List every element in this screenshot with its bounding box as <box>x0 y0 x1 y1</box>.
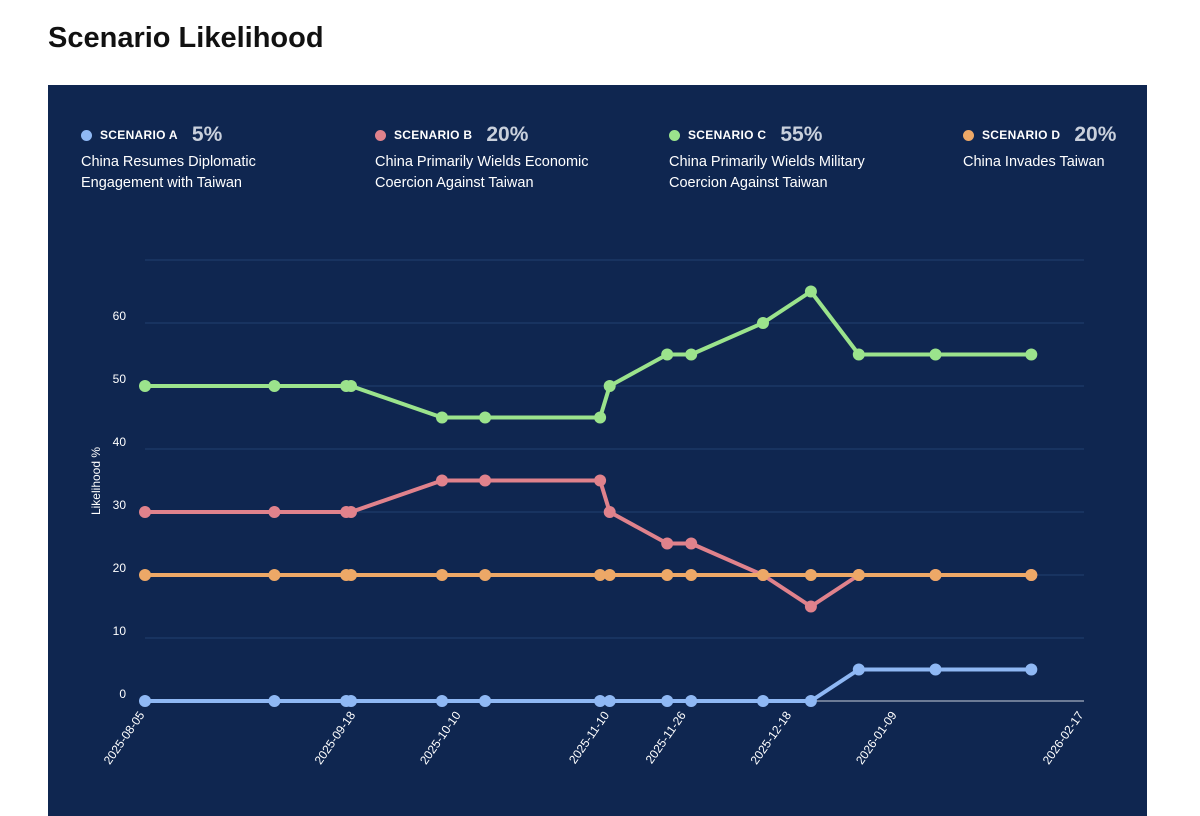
scenario-b-point[interactable] <box>661 537 674 550</box>
x-tick-label: 2025-10-10 <box>417 708 464 767</box>
scenario-d-percent: 20% <box>1074 123 1117 146</box>
scenario-b-point[interactable] <box>804 600 817 613</box>
y-axis-title: Likelihood % <box>89 447 103 515</box>
scenario-c-dot <box>669 129 680 141</box>
x-tick-label: 2026-01-09 <box>853 708 900 767</box>
y-tick-label: 10 <box>113 624 127 638</box>
scenario-legend: SCENARIO A 5% China Resumes Diplomatic E… <box>48 85 1147 255</box>
scenario-a-point[interactable] <box>852 663 865 676</box>
scenario-d-point[interactable] <box>268 569 281 581</box>
scenario-c-point[interactable] <box>594 411 607 424</box>
scenario-a-point[interactable] <box>1025 663 1038 676</box>
y-tick-label: 0 <box>119 687 126 701</box>
scenario-d-point[interactable] <box>594 569 607 581</box>
scenario-d-point[interactable] <box>479 569 492 581</box>
scenario-a-point[interactable] <box>685 695 698 707</box>
x-tick-label: 2026-02-17 <box>1040 708 1087 767</box>
scenario-d-description: China Invades Taiwan <box>963 154 1105 170</box>
scenario-b-point[interactable] <box>685 537 698 550</box>
scenario-d-point[interactable] <box>603 569 616 581</box>
y-tick-label: 60 <box>113 309 127 323</box>
scenario-c-point[interactable] <box>757 317 769 329</box>
scenario-c-code: SCENARIO C <box>688 128 767 142</box>
page-title: Scenario Likelihood <box>48 22 324 54</box>
scenario-c-point[interactable] <box>804 285 817 298</box>
series-layer <box>139 285 1038 707</box>
y-tick-label: 30 <box>113 498 127 512</box>
scenario-c-point[interactable] <box>603 380 616 392</box>
scenario-c-point[interactable] <box>1025 348 1038 361</box>
scenario-a-point[interactable] <box>603 695 616 707</box>
scenario-d-point[interactable] <box>139 569 151 581</box>
scenario-d-point[interactable] <box>929 569 942 581</box>
scenario-c-point[interactable] <box>436 411 448 424</box>
scenario-c-point[interactable] <box>661 348 674 361</box>
scenario-b-point[interactable] <box>268 506 281 518</box>
scenario-a-code: SCENARIO A <box>100 128 178 142</box>
scenario-a-point[interactable] <box>594 695 607 707</box>
scenario-c-point[interactable] <box>345 380 357 392</box>
x-tick-label: 2025-11-26 <box>643 708 689 766</box>
scenario-b-dot <box>375 129 386 141</box>
scenario-d-point[interactable] <box>685 569 698 581</box>
y-tick-label: 20 <box>113 561 127 575</box>
scenario-a-point[interactable] <box>436 695 448 707</box>
scenario-c-point[interactable] <box>479 411 492 424</box>
scenario-a-description: China Resumes Diplomatic Engagement with… <box>81 154 256 191</box>
scenario-b-code: SCENARIO B <box>394 128 473 142</box>
scenario-c-point[interactable] <box>685 348 698 361</box>
scenario-b-point[interactable] <box>479 474 492 487</box>
scenario-c-point[interactable] <box>268 380 281 392</box>
scenario-c-point[interactable] <box>139 380 151 392</box>
scenario-d-point[interactable] <box>804 569 817 581</box>
x-tick-label: 2025-12-18 <box>748 708 795 767</box>
scenario-a-point[interactable] <box>345 695 357 707</box>
y-tick-label: 50 <box>113 372 127 386</box>
x-tick-label: 2025-08-05 <box>101 708 148 767</box>
scenario-c-description: China Primarily Wields Military Coercion… <box>669 154 865 191</box>
scenario-a-point[interactable] <box>268 695 281 707</box>
scenario-c-point[interactable] <box>852 348 865 361</box>
scenario-d-point[interactable] <box>852 569 865 581</box>
scenario-b-point[interactable] <box>603 506 616 518</box>
scenario-b-point[interactable] <box>139 506 151 518</box>
scenario-b-point[interactable] <box>345 506 357 518</box>
scenario-a-percent: 5% <box>191 123 223 146</box>
scenario-d-code: SCENARIO D <box>982 128 1061 142</box>
legend-item-scenario-b[interactable]: SCENARIO B 20% China Primarily Wields Ec… <box>375 121 655 194</box>
axis-layer: 0 10 20 30 40 50 60 2025-08-05 2025-09-18 2025-10… <box>101 309 1087 767</box>
legend-item-scenario-c[interactable]: SCENARIO C 55% China Primarily Wields Mi… <box>669 121 949 194</box>
scenario-d-point[interactable] <box>345 569 357 581</box>
scenario-a-point[interactable] <box>139 695 151 707</box>
x-tick-label: 2025-11-10 <box>566 708 612 766</box>
scenario-a-point[interactable] <box>661 695 674 707</box>
scenario-d-point[interactable] <box>757 569 769 581</box>
scenario-b-line <box>143 478 1034 609</box>
scenario-a-point[interactable] <box>929 663 942 676</box>
chart-panel: SCENARIO A 5% China Resumes Diplomatic E… <box>48 85 1147 816</box>
x-tick-label: 2025-09-18 <box>312 708 359 767</box>
y-tick-label: 40 <box>113 435 127 449</box>
scenario-d-point[interactable] <box>1025 569 1038 581</box>
grid-layer <box>145 259 1084 702</box>
scenario-b-description: China Primarily Wields Economic Coercion… <box>375 154 589 191</box>
scenario-a-dot <box>81 129 92 141</box>
scenario-c-percent: 55% <box>780 123 823 146</box>
scenario-d-point[interactable] <box>661 569 674 581</box>
scenario-a-point[interactable] <box>479 695 492 707</box>
scenario-b-percent: 20% <box>486 123 529 146</box>
scenario-a-point[interactable] <box>757 695 769 707</box>
scenario-b-point[interactable] <box>594 474 607 487</box>
scenario-b-point[interactable] <box>436 474 448 487</box>
legend-item-scenario-a[interactable]: SCENARIO A 5% China Resumes Diplomatic E… <box>81 121 361 194</box>
scenario-d-point[interactable] <box>436 569 448 581</box>
scenario-c-line <box>143 289 1034 420</box>
scenario-c-point[interactable] <box>929 348 942 361</box>
scenario-a-point[interactable] <box>804 695 817 707</box>
scenario-d-dot <box>963 129 974 141</box>
legend-item-scenario-d[interactable]: SCENARIO D 20% China Invades Taiwan <box>963 121 1200 173</box>
line-chart: 0 10 20 30 40 50 60 2025-08-05 2025-09-18 2025-10… <box>89 259 1087 767</box>
